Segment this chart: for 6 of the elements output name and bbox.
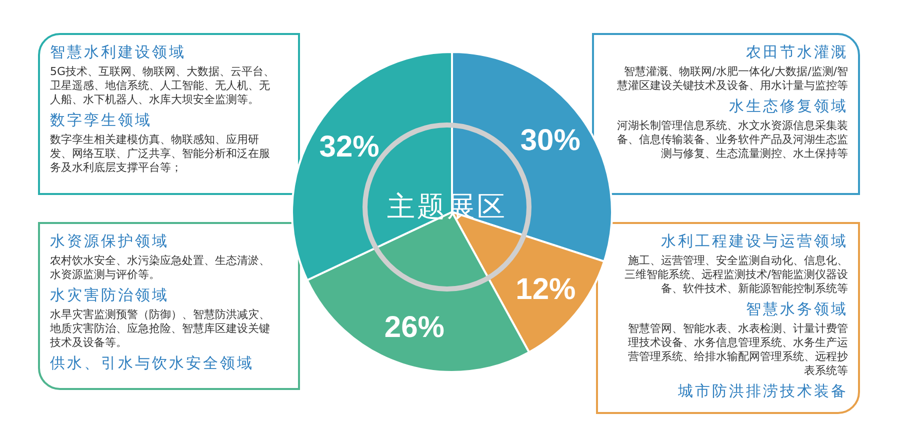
data-label: 26%: [384, 311, 444, 344]
data-label: 32%: [319, 130, 380, 164]
data-label: 30%: [520, 124, 580, 158]
text-panel: 智慧水利建设领域 5G技术、互联网、物联网、大数据、云平台、卫星遥感、地信系统、人工智能、无人机、无人船、水下机器人、水库大坝安全监测等。 数字孪生领域 数字孪生相关建模仿真、物联感知、应用研发、网络互联、广泛共享、智能分析和泛在服务及水利底层支撑平台等；: [38, 33, 300, 195]
data-label: 12%: [516, 273, 576, 306]
text-panel: 水资源保护领域 农村饮水安全、水污染应急处置、生态清淤、水资源监测与评价等。 水灾害防治领域 水旱灾害监测预警（防御）、智慧防洪减灾、地质灾害防治、应急抢险、智慧库区建设关键技术及设备等。 供水、引水与饮水安全领域: [38, 222, 300, 390]
